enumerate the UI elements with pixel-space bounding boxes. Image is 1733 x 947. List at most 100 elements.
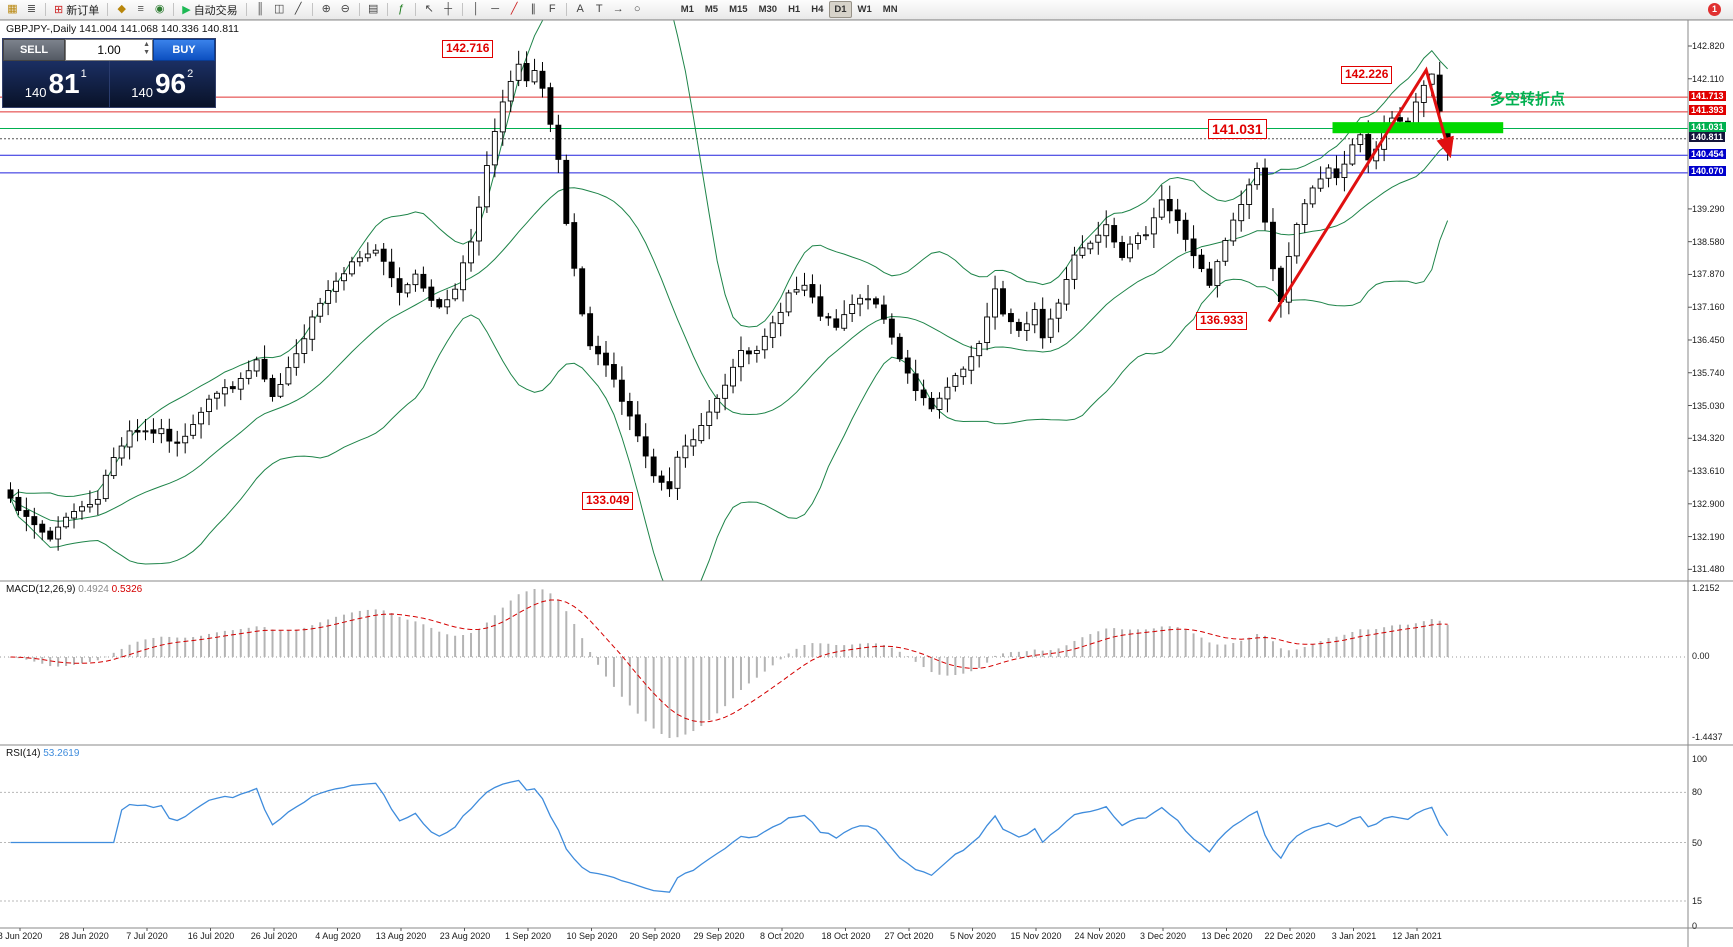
toolbar-separator bbox=[358, 3, 360, 16]
new-order-button[interactable]: ⊞ 新订单 bbox=[51, 2, 102, 18]
timeframe-m15[interactable]: M15 bbox=[729, 4, 748, 15]
timeframe-mn[interactable]: MN bbox=[882, 4, 898, 15]
buy-price-prefix: 140 bbox=[131, 85, 153, 100]
terminal-icon[interactable]: ▦ bbox=[4, 2, 21, 18]
cursor-icon[interactable]: ↖ bbox=[421, 2, 438, 18]
rsi-line bbox=[10, 779, 1449, 893]
bollinger-middle bbox=[10, 144, 1448, 522]
channel-icon: ∥ bbox=[530, 2, 536, 15]
new-order-button-label: 新订单 bbox=[66, 4, 100, 17]
buy-button[interactable]: BUY bbox=[153, 39, 215, 61]
bollinger-lower bbox=[10, 220, 1449, 581]
toolbar-separator bbox=[565, 3, 567, 16]
zoom-out-icon: ⊖ bbox=[340, 2, 350, 15]
crosshair-icon: ┼ bbox=[444, 2, 453, 15]
text-icon: A bbox=[576, 2, 584, 15]
buy-price-point: 2 bbox=[187, 68, 194, 80]
terminal-icon: ▦ bbox=[7, 2, 18, 15]
trend-arrow bbox=[1267, 66, 1454, 323]
one-click-trading-panel: SELL 1.00 ▲ ▼ BUY 140 81 1 140 96 2 bbox=[2, 38, 216, 108]
buy-price-pips: 96 bbox=[154, 68, 187, 99]
trendline-icon: ╱ bbox=[510, 2, 518, 15]
new-order-icon: ⊞ bbox=[54, 4, 64, 16]
indicators-icon[interactable]: ƒ bbox=[393, 2, 410, 18]
crosshair-icon[interactable]: ┼ bbox=[440, 2, 457, 18]
channel-icon[interactable]: ∥ bbox=[525, 2, 542, 18]
volume-down-icon[interactable]: ▼ bbox=[143, 49, 150, 56]
auto-trading-icon: ▶ bbox=[182, 4, 191, 16]
sell-price-prefix: 140 bbox=[24, 85, 47, 100]
vertical-line-icon[interactable]: │ bbox=[468, 2, 485, 18]
timeframe-m5[interactable]: M5 bbox=[704, 4, 719, 15]
rsi-label: RSI(14) bbox=[6, 748, 41, 759]
alerts-icon: ◉ bbox=[154, 2, 165, 15]
rsi-value: 53.2619 bbox=[43, 748, 80, 759]
cursor-icon: ↖ bbox=[424, 2, 434, 15]
fibonacci-icon[interactable]: F bbox=[544, 2, 561, 18]
bollinger-upper bbox=[10, 20, 1448, 499]
auto-trading-button[interactable]: ▶ 自动交易 bbox=[179, 2, 240, 18]
toolbar-separator bbox=[414, 3, 416, 16]
timeframe-d1[interactable]: D1 bbox=[829, 1, 852, 18]
toolbar-separator bbox=[173, 3, 175, 16]
tile-windows-icon[interactable]: ▤ bbox=[365, 2, 382, 18]
toolbar-separator bbox=[311, 3, 313, 16]
notification-badge[interactable]: 1 bbox=[1708, 3, 1721, 16]
text-icon[interactable]: A bbox=[572, 2, 589, 18]
macd-signal-line bbox=[10, 599, 1448, 723]
macd-signal-value: 0.5326 bbox=[111, 584, 143, 595]
volume-value: 1.00 bbox=[97, 43, 121, 57]
bid-ask-display: 140 81 1 140 96 2 bbox=[3, 61, 215, 107]
rsi-header: RSI(14) 53.2619 bbox=[6, 748, 79, 759]
history-center-icon[interactable]: ≡ bbox=[132, 2, 149, 18]
toolbar-separator bbox=[461, 3, 463, 16]
zoom-out-icon[interactable]: ⊖ bbox=[337, 2, 354, 18]
chart-profile-icon[interactable]: ◆ bbox=[113, 2, 130, 18]
horizontal-line-icon: ─ bbox=[491, 2, 500, 15]
macd-header: MACD(12,26,9) 0.4924 0.5326 bbox=[6, 584, 142, 595]
macd-panel bbox=[0, 589, 1688, 738]
market-watch-icon[interactable]: ≣ bbox=[23, 2, 40, 18]
sell-button[interactable]: SELL bbox=[3, 39, 65, 61]
bar-chart-icon: ║ bbox=[256, 2, 265, 15]
history-center-icon: ≡ bbox=[137, 2, 144, 15]
zoom-in-icon: ⊕ bbox=[321, 2, 331, 15]
trendline-icon[interactable]: ╱ bbox=[506, 2, 523, 18]
candlestick-chart-icon: ◫ bbox=[273, 2, 285, 15]
auto-trading-button-label: 自动交易 bbox=[193, 4, 238, 17]
timeframe-m30[interactable]: M30 bbox=[758, 4, 778, 15]
market-watch-icon: ≣ bbox=[26, 2, 37, 15]
bar-chart-icon[interactable]: ║ bbox=[252, 2, 269, 18]
zoom-in-icon[interactable]: ⊕ bbox=[318, 2, 335, 18]
label-icon: T bbox=[595, 2, 603, 15]
volume-input[interactable]: 1.00 ▲ ▼ bbox=[65, 39, 153, 61]
shapes-icon: ○ bbox=[633, 2, 641, 15]
shapes-icon[interactable]: ○ bbox=[629, 2, 646, 18]
chart-profile-icon: ◆ bbox=[117, 2, 126, 15]
sell-price[interactable]: 140 81 1 bbox=[3, 61, 109, 107]
arrows-icon[interactable]: → bbox=[610, 2, 627, 18]
tile-windows-icon: ▤ bbox=[367, 2, 379, 15]
candlestick-chart-icon[interactable]: ◫ bbox=[271, 2, 288, 18]
label-icon[interactable]: T bbox=[591, 2, 608, 18]
macd-main-value: 0.4924 bbox=[78, 584, 109, 595]
alerts-icon[interactable]: ◉ bbox=[151, 2, 168, 18]
toolbar-separator bbox=[107, 3, 109, 16]
symbol-info-line: GBPJPY-,Daily 141.004 141.068 140.336 14… bbox=[6, 23, 239, 35]
timeframe-h1[interactable]: H1 bbox=[788, 4, 801, 15]
buy-price[interactable]: 140 96 2 bbox=[108, 61, 216, 107]
horizontal-line-icon[interactable]: ─ bbox=[487, 2, 504, 18]
arrows-icon: → bbox=[612, 2, 624, 15]
timeframe-h4[interactable]: H4 bbox=[811, 4, 824, 15]
top-toolbar: ▦ ≣ ⊞ 新订单 ◆ ≡ ◉ ▶ 自动交易 ║ ◫ ╱ ⊕ ⊖ ▤ ƒ ↖ ┼ │ ─ ╱ ∥ F A T → ○ M1 M5 M15… bbox=[0, 0, 1733, 20]
macd-label: MACD(12,26,9) bbox=[6, 584, 76, 595]
timeframe-w1[interactable]: W1 bbox=[857, 4, 872, 15]
line-chart-icon: ╱ bbox=[294, 2, 302, 15]
rsi-panel bbox=[0, 779, 1688, 902]
toolbar-separator bbox=[45, 3, 46, 16]
timeframe-m1[interactable]: M1 bbox=[680, 4, 694, 15]
volume-up-icon[interactable]: ▲ bbox=[143, 41, 150, 48]
line-chart-icon[interactable]: ╱ bbox=[290, 2, 307, 18]
toolbar-separator bbox=[245, 3, 247, 16]
